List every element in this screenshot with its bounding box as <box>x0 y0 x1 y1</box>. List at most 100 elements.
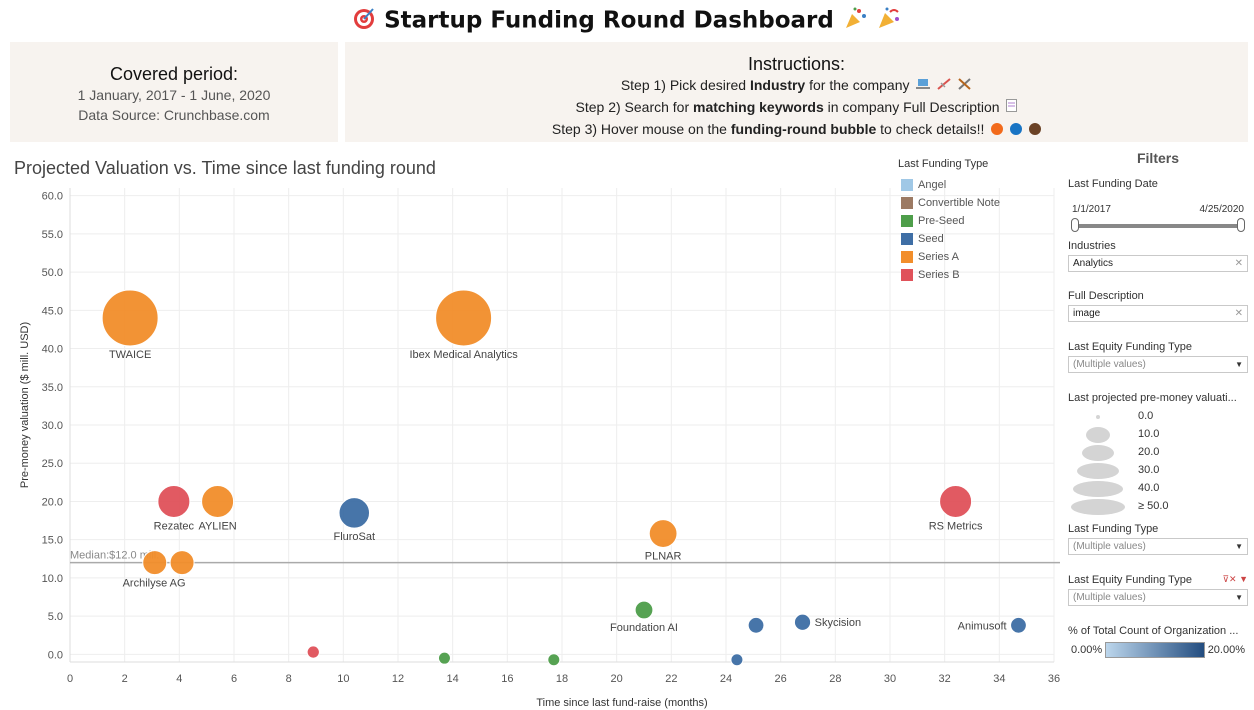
x-tick-label: 4 <box>176 673 182 685</box>
step2-bold: matching keywords <box>693 99 824 115</box>
x-tick-label: 10 <box>337 673 349 685</box>
y-tick-label: 0.0 <box>48 649 63 661</box>
bubble-label: Skycision <box>815 617 861 629</box>
instructions-heading: Instructions: <box>747 54 846 74</box>
bubble[interactable] <box>793 613 812 631</box>
percent-count-legend: % of Total Count of Organization ... 0.0… <box>1068 625 1248 658</box>
bubble[interactable] <box>142 550 168 576</box>
x-tick-label: 24 <box>720 673 732 685</box>
chevron-down-icon[interactable]: ▼ <box>1235 593 1243 602</box>
clear-filter-icon[interactable]: ⊽✕ ▼ <box>1222 574 1248 584</box>
legend-item[interactable]: Seed <box>898 230 1000 248</box>
legend-swatch <box>901 233 913 245</box>
bubble-label: RS Metrics <box>929 520 983 532</box>
bubble-label: Rezatec <box>154 520 195 532</box>
industries-input[interactable]: Analytics ✕ <box>1068 255 1248 272</box>
y-tick-label: 5.0 <box>48 611 63 623</box>
bubble[interactable] <box>648 519 678 548</box>
size-legend-value: 30.0 <box>1138 464 1160 476</box>
slider-start-handle[interactable] <box>1071 218 1079 232</box>
bubble[interactable] <box>939 484 973 518</box>
x-tick-label: 22 <box>665 673 677 685</box>
clear-icon[interactable]: ✕ <box>1234 258 1243 269</box>
last-funding-date-label: Last Funding Date <box>1068 178 1158 190</box>
bubble-label: FluroSat <box>333 531 375 543</box>
equity-funding-type-value-2: (Multiple values) <box>1073 592 1146 603</box>
chevron-down-icon[interactable]: ▼ <box>1235 360 1243 369</box>
chart-title: Projected Valuation vs. Time since last … <box>14 158 436 178</box>
instruction-step-2: Step 2) Search for matching keywords in … <box>345 97 1248 119</box>
instructions-panel: Instructions: Step 1) Pick desired Indus… <box>345 42 1248 142</box>
filters-heading: Filters <box>1136 150 1179 166</box>
slider-track[interactable] <box>1073 224 1243 228</box>
bubble[interactable] <box>157 484 191 518</box>
legend-item[interactable]: Series A <box>898 248 1000 266</box>
size-legend-value: 0.0 <box>1138 410 1154 422</box>
x-tick-label: 26 <box>775 673 787 685</box>
legend-item[interactable]: Convertible Note <box>898 194 1000 212</box>
orange-circle-icon <box>991 123 1004 135</box>
x-tick-label: 18 <box>556 673 568 685</box>
size-legend-bubble <box>1096 415 1100 419</box>
bubble[interactable] <box>730 653 744 667</box>
x-tick-label: 16 <box>501 673 513 685</box>
legend-label: Series B <box>918 269 960 281</box>
clear-icon[interactable]: ✕ <box>1234 308 1243 319</box>
y-tick-label: 50.0 <box>42 267 63 279</box>
covered-period-dates: 1 January, 2017 - 1 June, 2020 <box>77 87 271 103</box>
x-tick-label: 36 <box>1048 673 1060 685</box>
bubble[interactable] <box>547 653 561 667</box>
legend-swatch <box>901 179 913 191</box>
y-tick-label: 20.0 <box>42 496 63 508</box>
equity-funding-type-select-1[interactable]: (Multiple values) ▼ <box>1068 356 1248 373</box>
equity-funding-type-filter-1: Last Equity Funding Type (Multiple value… <box>1068 341 1248 373</box>
legend-item[interactable]: Angel <box>898 176 1000 194</box>
document-icon <box>1006 99 1018 119</box>
median-label: Median:$12.0 mill. <box>70 550 159 562</box>
bubble[interactable] <box>747 616 765 634</box>
equity-funding-type-select-2[interactable]: (Multiple values) ▼ <box>1068 589 1248 606</box>
legend-item[interactable]: Series B <box>898 266 1000 284</box>
full-description-input[interactable]: image ✕ <box>1068 305 1248 322</box>
legend-title: Last Funding Type <box>898 158 989 170</box>
bubble[interactable] <box>201 484 235 518</box>
equity-funding-type-value-1: (Multiple values) <box>1073 359 1146 370</box>
full-description-label: Full Description <box>1068 290 1144 302</box>
data-source: Data Source: Crunchbase.com <box>78 107 270 123</box>
valuation-size-legend: Last projected pre-money valuati... 0.0 1… <box>1068 392 1248 515</box>
y-tick-label: 25.0 <box>42 458 63 470</box>
last-funding-date-filter: Last Funding Date 1/1/2017 4/25/2020 <box>1068 178 1248 232</box>
legend-item[interactable]: Pre-Seed <box>898 212 1000 230</box>
brown-circle-icon <box>1029 123 1042 135</box>
dashboard-title-text: Startup Funding Round Dashboard <box>384 7 834 34</box>
instruction-step-1: Step 1) Pick desired Industry for the co… <box>345 75 1248 97</box>
bubble[interactable] <box>306 645 320 659</box>
step2-prefix: Step 2) Search for <box>575 99 694 115</box>
bubble[interactable] <box>169 550 195 576</box>
step3-bold: funding-round bubble <box>730 121 877 137</box>
tools-icon <box>958 77 972 97</box>
covered-period-heading: Covered period: <box>109 64 239 84</box>
y-tick-label: 40.0 <box>42 344 63 356</box>
bubble[interactable] <box>435 289 493 347</box>
size-legend-value: ≥ 50.0 <box>1138 500 1169 512</box>
date-range-slider[interactable]: 1/1/2017 4/25/2020 <box>1068 190 1248 232</box>
bubble[interactable] <box>437 651 451 665</box>
last-funding-type-select[interactable]: (Multiple values) ▼ <box>1068 538 1248 555</box>
size-legend-bubble <box>1071 499 1125 515</box>
gradient-row: 0.00% 20.00% <box>1068 642 1248 658</box>
slider-end-handle[interactable] <box>1237 218 1245 232</box>
bubble[interactable] <box>1010 616 1027 634</box>
x-tick-label: 14 <box>447 673 459 685</box>
size-legend-row: 20.0 <box>1068 444 1248 462</box>
equity-funding-type-label-2: Last Equity Funding Type <box>1068 574 1192 586</box>
bubble[interactable] <box>338 497 371 529</box>
bubble[interactable] <box>634 600 654 620</box>
size-legend-row: 30.0 <box>1068 462 1248 480</box>
chevron-down-icon[interactable]: ▼ <box>1235 542 1243 551</box>
y-axis-label: Pre-money valuation ($ mill. USD) <box>19 322 31 488</box>
bubble[interactable] <box>101 289 159 347</box>
filters-panel: Filters Last Funding Date 1/1/2017 4/25/… <box>1068 150 1248 658</box>
x-tick-label: 12 <box>392 673 404 685</box>
step1-prefix: Step 1) Pick desired <box>620 77 750 93</box>
